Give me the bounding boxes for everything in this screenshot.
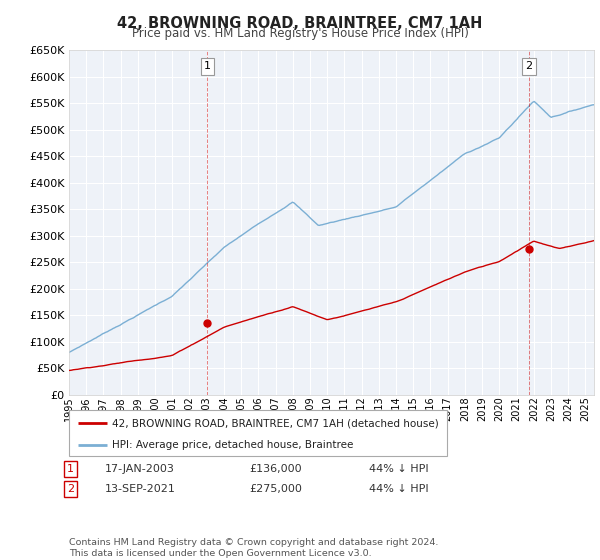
Text: 44% ↓ HPI: 44% ↓ HPI bbox=[369, 464, 428, 474]
Text: Price paid vs. HM Land Registry's House Price Index (HPI): Price paid vs. HM Land Registry's House … bbox=[131, 27, 469, 40]
Text: Contains HM Land Registry data © Crown copyright and database right 2024.
This d: Contains HM Land Registry data © Crown c… bbox=[69, 538, 439, 558]
Text: 1: 1 bbox=[67, 464, 74, 474]
Text: 13-SEP-2021: 13-SEP-2021 bbox=[105, 484, 176, 494]
Text: 1: 1 bbox=[204, 61, 211, 71]
Text: HPI: Average price, detached house, Braintree: HPI: Average price, detached house, Brai… bbox=[112, 440, 354, 450]
Text: 44% ↓ HPI: 44% ↓ HPI bbox=[369, 484, 428, 494]
FancyBboxPatch shape bbox=[69, 410, 447, 456]
Text: £275,000: £275,000 bbox=[249, 484, 302, 494]
Text: 42, BROWNING ROAD, BRAINTREE, CM7 1AH (detached house): 42, BROWNING ROAD, BRAINTREE, CM7 1AH (d… bbox=[112, 418, 439, 428]
Text: 2: 2 bbox=[525, 61, 532, 71]
Text: 2: 2 bbox=[67, 484, 74, 494]
Text: £136,000: £136,000 bbox=[249, 464, 302, 474]
Text: 42, BROWNING ROAD, BRAINTREE, CM7 1AH: 42, BROWNING ROAD, BRAINTREE, CM7 1AH bbox=[118, 16, 482, 31]
Text: 17-JAN-2003: 17-JAN-2003 bbox=[105, 464, 175, 474]
